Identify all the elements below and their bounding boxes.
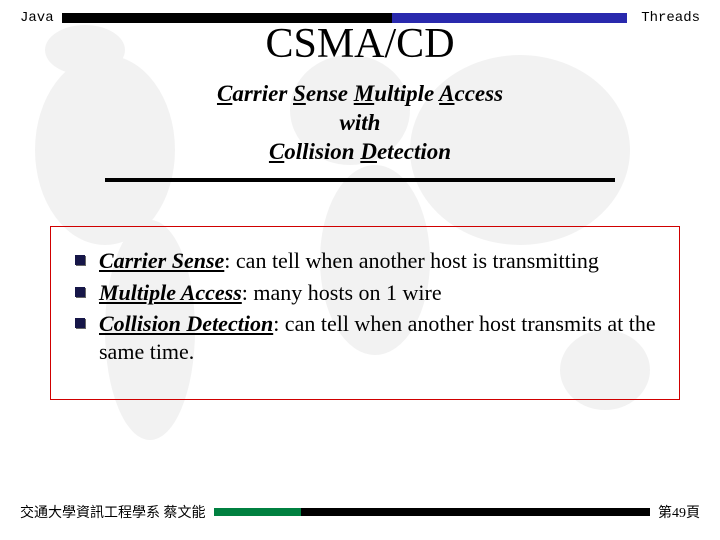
bullet-list: Carrier Sense: can tell when another hos… [75,247,659,365]
list-item: Collision Detection: can tell when anoth… [75,310,659,365]
title-divider [105,178,615,182]
subtitle: Carrier Sense Multiple Access with Colli… [0,80,720,166]
list-item: Multiple Access: many hosts on 1 wire [75,279,659,307]
header-right-label: Threads [635,10,700,26]
footer-color-bar [214,508,651,516]
header-left-label: Java [20,10,54,26]
footer-left-text: 交通大學資訊工程學系 蔡文能 [20,502,206,522]
content-box: Carrier Sense: can tell when another hos… [50,226,680,400]
list-item: Carrier Sense: can tell when another hos… [75,247,659,275]
title-block: CSMA/CD Carrier Sense Multiple Access wi… [0,20,720,182]
page-title: CSMA/CD [0,20,720,68]
footer-page-number: 第49頁 [658,502,700,522]
footer-bar: 交通大學資訊工程學系 蔡文能 第49頁 [20,502,700,522]
